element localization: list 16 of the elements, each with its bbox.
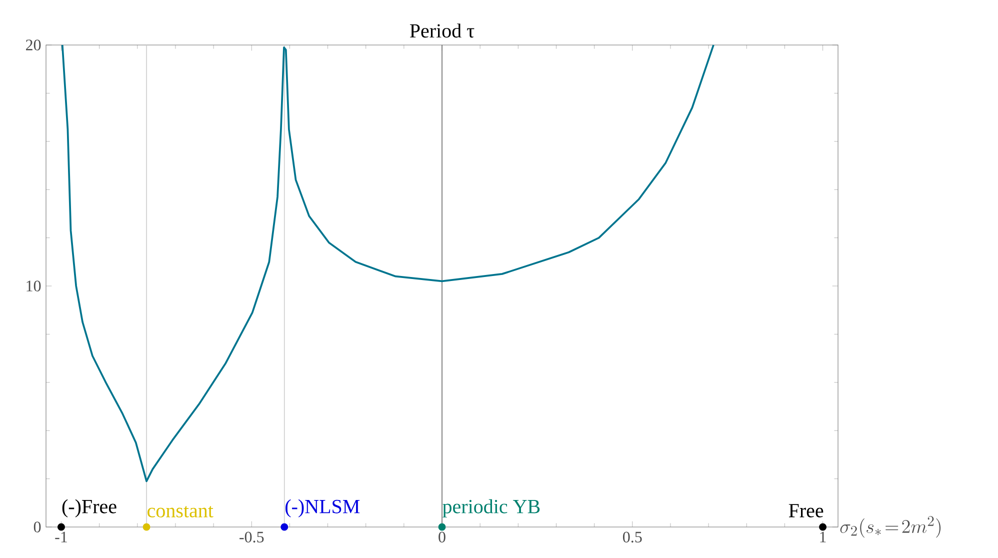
series-label: periodic YB bbox=[442, 499, 540, 518]
x-axis-title: $\sigma_2(s_*\!=\!2m^2)$ bbox=[840, 516, 941, 538]
y-tick-label: 10 bbox=[26, 280, 41, 292]
x-tick-label: -0.5 bbox=[240, 532, 264, 543]
x-tick-label: 1 bbox=[820, 532, 826, 542]
x-tick-label: 0 bbox=[438, 532, 446, 542]
series-label: Free bbox=[788, 504, 824, 518]
x-tick-label: 0.5 bbox=[623, 532, 642, 543]
chart-title: Period τ bbox=[410, 24, 474, 38]
y-tick-label: 20 bbox=[26, 40, 41, 50]
series-label: constant bbox=[148, 506, 214, 518]
y-tick-label: 0 bbox=[34, 522, 41, 532]
line-series bbox=[61, 44, 714, 482]
x-tick-label: -1 bbox=[55, 532, 67, 542]
series-label: (-)Free bbox=[62, 499, 116, 518]
series-label: (-)NLSM bbox=[286, 499, 360, 518]
